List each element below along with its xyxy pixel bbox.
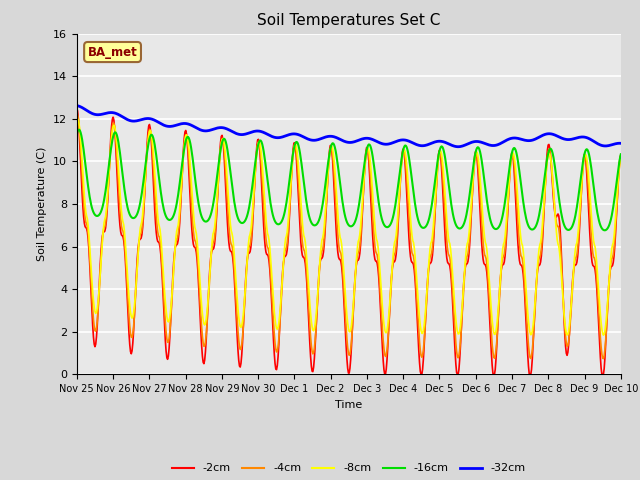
Title: Soil Temperatures Set C: Soil Temperatures Set C (257, 13, 440, 28)
Y-axis label: Soil Temperature (C): Soil Temperature (C) (37, 147, 47, 261)
Legend: -2cm, -4cm, -8cm, -16cm, -32cm: -2cm, -4cm, -8cm, -16cm, -32cm (167, 459, 531, 478)
X-axis label: Time: Time (335, 400, 362, 409)
Text: BA_met: BA_met (88, 46, 138, 59)
